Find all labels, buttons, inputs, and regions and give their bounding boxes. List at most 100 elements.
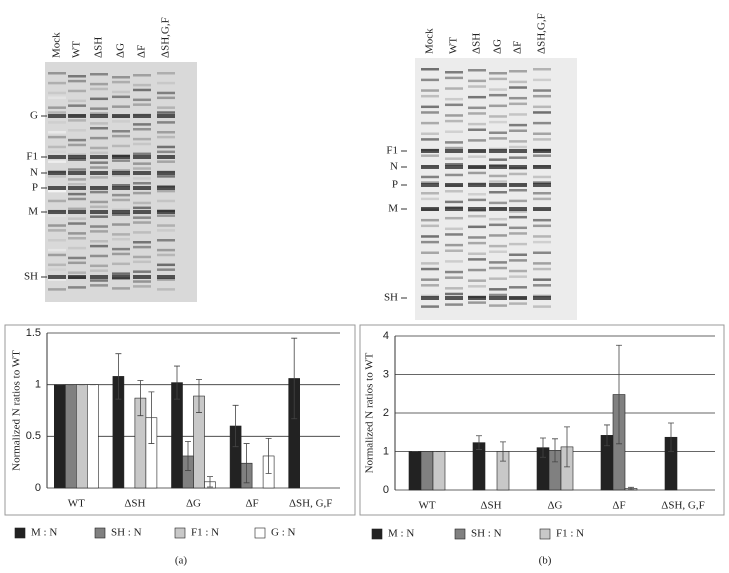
gel-band: [468, 128, 486, 131]
gel-band: [489, 296, 507, 300]
gel-band: [157, 121, 175, 124]
legend-swatch: [14, 527, 26, 539]
gel-band: [509, 253, 527, 256]
gel-band: [533, 149, 551, 153]
gel-band: [112, 169, 130, 172]
chart-b-frame: [359, 324, 725, 516]
band-marker: P: [32, 182, 38, 194]
gel-band: [533, 235, 551, 238]
gel-band: [421, 296, 439, 300]
gel-band: [133, 171, 151, 175]
gel-band: [489, 234, 507, 237]
gel-band: [421, 207, 439, 211]
gel-band: [533, 121, 551, 125]
gel-band: [489, 137, 507, 140]
gel-band: [157, 150, 175, 154]
gel-band: [68, 99, 86, 103]
gel-band: [68, 217, 86, 220]
panel-label: (a): [175, 555, 188, 567]
bar: [53, 384, 66, 489]
y-tick-label: 4: [383, 330, 389, 342]
gel-band: [157, 111, 175, 114]
gel-band: [445, 260, 463, 263]
gel-band: [90, 155, 108, 159]
legend-label: F1 : N: [556, 528, 584, 540]
gel-band: [133, 152, 151, 156]
gel-band: [509, 172, 527, 176]
gel-band: [48, 253, 66, 257]
band-marker: P: [392, 179, 398, 191]
gel-band: [533, 105, 551, 109]
bar: [76, 384, 88, 489]
gel-band: [90, 127, 108, 130]
gel-band: [509, 207, 527, 211]
band-marker: N: [390, 161, 398, 173]
gel-band: [90, 215, 108, 218]
gel-band: [68, 153, 86, 157]
error-bar: [185, 441, 191, 471]
gel-band: [533, 165, 551, 169]
lane-label: Mock: [424, 28, 436, 54]
gel-band: [445, 227, 463, 231]
gel-band: [68, 75, 86, 78]
gel-band: [157, 268, 175, 271]
gel-band: [421, 132, 439, 135]
gel-band: [445, 163, 463, 166]
gel-band: [157, 160, 175, 163]
error-bar: [243, 443, 250, 484]
gel-band: [90, 73, 108, 76]
gel-band: [421, 267, 439, 271]
gel-band: [468, 69, 486, 72]
gel-band: [445, 200, 463, 204]
gel-band: [112, 275, 130, 279]
gel-band: [90, 264, 108, 268]
gel-band: [90, 166, 108, 169]
gel-band: [533, 192, 551, 195]
error-bar: [628, 486, 634, 491]
gel-band: [489, 223, 507, 227]
gel-band: [157, 171, 175, 175]
error-bar: [291, 337, 298, 420]
gel-band: [445, 76, 463, 80]
legend-label: SH : N: [111, 527, 142, 539]
gel-band: [533, 218, 551, 222]
error-bar: [552, 438, 558, 463]
gel-band: [468, 165, 486, 169]
gel-band: [489, 120, 507, 124]
gel-band: [157, 175, 175, 178]
gel-band: [489, 207, 507, 211]
gel-band: [445, 233, 463, 236]
gel-band: [112, 90, 130, 94]
gel-band: [90, 244, 108, 248]
gel-band: [468, 95, 486, 99]
gel-band: [112, 272, 130, 275]
gel-band: [68, 183, 86, 186]
legend-label: M : N: [31, 527, 57, 539]
gel-band: [421, 149, 439, 153]
gel-band: [509, 296, 527, 300]
x-tick-label: ΔG: [547, 500, 562, 512]
gel-band: [533, 224, 551, 228]
gel-band: [112, 247, 130, 251]
gel-band: [157, 145, 175, 149]
legend-label: G : N: [271, 527, 296, 539]
gel-band: [133, 137, 151, 141]
gel-band: [533, 207, 551, 211]
gel-band: [90, 269, 108, 272]
gel-band: [48, 160, 66, 163]
gel-band: [421, 94, 439, 98]
gel-band: [445, 183, 463, 187]
gel-band: [533, 132, 551, 135]
gel-band: [533, 240, 551, 244]
gel-band: [445, 173, 463, 177]
gel-band: [133, 221, 151, 224]
gel-band: [468, 149, 486, 153]
lane-label: ΔSH,G,F: [160, 17, 172, 58]
gel-band: [489, 250, 507, 253]
error-bar: [540, 437, 546, 458]
gel-band: [533, 251, 551, 254]
y-tick-label: 0: [383, 484, 389, 496]
gel-band: [157, 114, 175, 118]
gel-band: [468, 301, 486, 304]
gel-band: [445, 97, 463, 101]
